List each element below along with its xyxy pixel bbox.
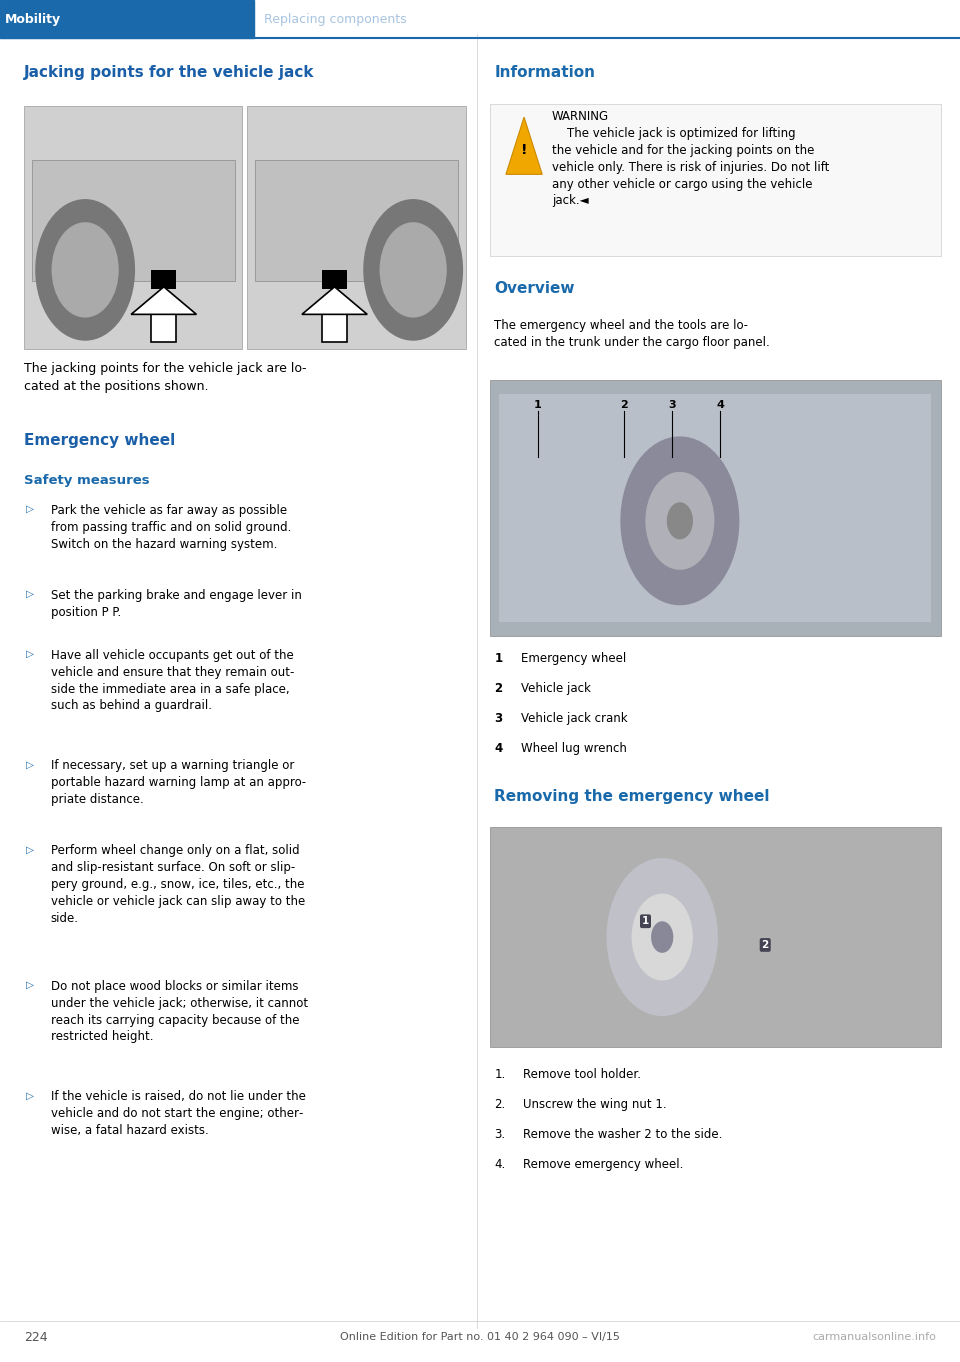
Bar <box>24 106 242 349</box>
Text: 2: 2 <box>620 400 628 410</box>
Circle shape <box>379 222 446 317</box>
Polygon shape <box>132 287 197 315</box>
Text: Overview: Overview <box>494 281 575 296</box>
Circle shape <box>651 921 673 953</box>
Text: Wheel lug wrench: Wheel lug wrench <box>521 742 627 756</box>
Text: Emergency wheel: Emergency wheel <box>24 433 176 448</box>
Bar <box>323 270 348 289</box>
Text: Unscrew the wing nut 1.: Unscrew the wing nut 1. <box>523 1098 667 1111</box>
Circle shape <box>363 199 463 340</box>
Text: ▷: ▷ <box>26 504 34 513</box>
Text: Park the vehicle as far away as possible
from passing traffic and on solid groun: Park the vehicle as far away as possible… <box>51 504 291 550</box>
Text: 4: 4 <box>494 742 503 756</box>
Bar <box>152 270 177 289</box>
Circle shape <box>607 858 718 1016</box>
Text: 2: 2 <box>494 682 502 696</box>
Text: Set the parking brake and engage lever in
position P P.: Set the parking brake and engage lever i… <box>51 590 301 618</box>
Text: Vehicle jack: Vehicle jack <box>521 682 591 696</box>
Text: Perform wheel change only on a flat, solid
and slip‐resistant surface. On soft o: Perform wheel change only on a flat, sol… <box>51 844 305 925</box>
Bar <box>490 104 941 256</box>
Text: Remove tool holder.: Remove tool holder. <box>523 1068 641 1081</box>
Text: 1: 1 <box>494 652 502 666</box>
Text: WARNING
    The vehicle jack is optimized for lifting
the vehicle and for the ja: WARNING The vehicle jack is optimized fo… <box>552 110 829 207</box>
Circle shape <box>52 222 119 317</box>
Circle shape <box>36 199 135 340</box>
Text: Removing the emergency wheel: Removing the emergency wheel <box>494 789 770 804</box>
Text: ▷: ▷ <box>26 981 34 990</box>
Circle shape <box>632 893 693 981</box>
Text: ▷: ▷ <box>26 1091 34 1100</box>
Circle shape <box>620 436 739 605</box>
Text: 1.: 1. <box>494 1068 506 1081</box>
Bar <box>323 315 347 342</box>
Text: 1: 1 <box>534 400 541 410</box>
Bar <box>499 394 931 622</box>
Text: If necessary, set up a warning triangle or
portable hazard warning lamp at an ap: If necessary, set up a warning triangle … <box>51 760 306 806</box>
Text: 1: 1 <box>642 917 649 926</box>
Text: Replacing components: Replacing components <box>264 12 407 26</box>
Text: ▷: ▷ <box>26 590 34 599</box>
Text: Remove emergency wheel.: Remove emergency wheel. <box>523 1158 684 1171</box>
Bar <box>0 0 254 38</box>
Bar <box>152 315 177 342</box>
Bar <box>32 159 235 281</box>
Circle shape <box>645 471 714 569</box>
Text: Vehicle jack crank: Vehicle jack crank <box>521 712 628 726</box>
Bar <box>255 159 458 281</box>
Polygon shape <box>506 117 542 174</box>
Text: 4: 4 <box>716 400 724 410</box>
Bar <box>248 106 466 349</box>
Text: Emergency wheel: Emergency wheel <box>521 652 627 666</box>
Text: Online Edition for Part no. 01 40 2 964 090 – VI/15: Online Edition for Part no. 01 40 2 964 … <box>340 1332 620 1343</box>
Text: !: ! <box>521 143 527 157</box>
Bar <box>490 380 941 636</box>
Text: Safety measures: Safety measures <box>24 474 150 488</box>
Text: The emergency wheel and the tools are lo‐
cated in the trunk under the cargo flo: The emergency wheel and the tools are lo… <box>494 319 770 349</box>
Text: 3.: 3. <box>494 1128 506 1141</box>
Text: ▷: ▷ <box>26 844 34 854</box>
Text: Information: Information <box>494 65 595 80</box>
Text: The jacking points for the vehicle jack are lo‐
cated at the positions shown.: The jacking points for the vehicle jack … <box>24 362 306 392</box>
Text: Mobility: Mobility <box>5 12 60 26</box>
Text: 2.: 2. <box>494 1098 506 1111</box>
Text: If the vehicle is raised, do not lie under the
vehicle and do not start the engi: If the vehicle is raised, do not lie und… <box>51 1091 305 1137</box>
Text: 3: 3 <box>668 400 676 410</box>
Text: ▷: ▷ <box>26 760 34 770</box>
Text: 2: 2 <box>761 940 769 949</box>
Text: 4.: 4. <box>494 1158 506 1171</box>
Text: 3: 3 <box>494 712 502 726</box>
Text: Have all vehicle occupants get out of the
vehicle and ensure that they remain ou: Have all vehicle occupants get out of th… <box>51 650 295 712</box>
Text: Do not place wood blocks or similar items
under the vehicle jack; otherwise, it : Do not place wood blocks or similar item… <box>51 981 308 1043</box>
Text: 224: 224 <box>24 1331 48 1344</box>
Text: Jacking points for the vehicle jack: Jacking points for the vehicle jack <box>24 65 315 80</box>
Text: carmanualsonline.info: carmanualsonline.info <box>812 1332 936 1343</box>
Text: Remove the washer 2 to the side.: Remove the washer 2 to the side. <box>523 1128 723 1141</box>
Text: ▷: ▷ <box>26 650 34 659</box>
Polygon shape <box>301 287 368 315</box>
Bar <box>490 827 941 1047</box>
Circle shape <box>667 503 693 539</box>
